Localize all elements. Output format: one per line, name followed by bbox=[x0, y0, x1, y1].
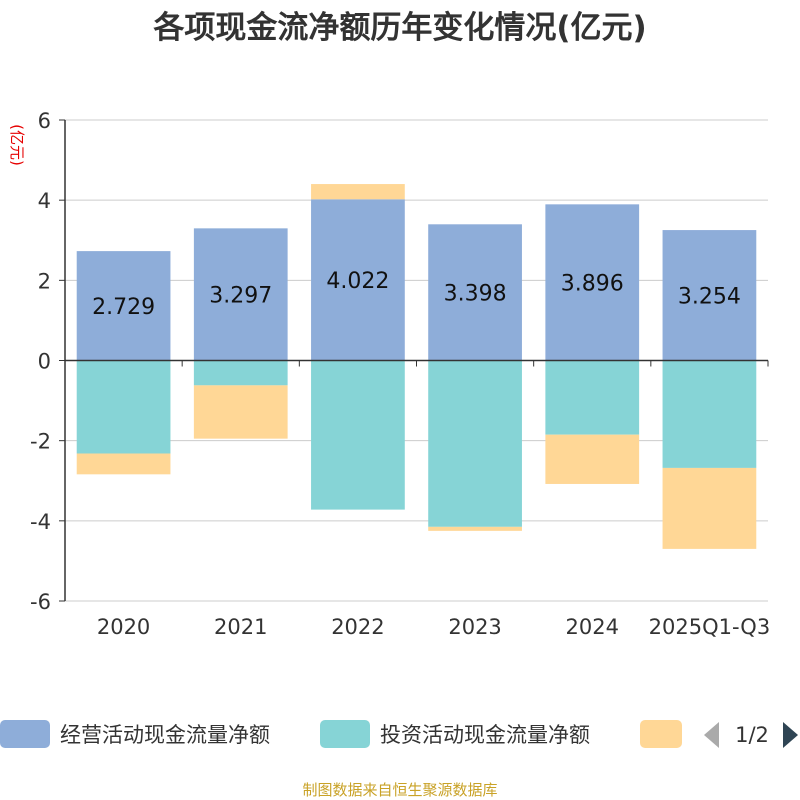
triangle-right-icon[interactable] bbox=[783, 722, 798, 748]
legend-label-operating[interactable]: 经营活动现金流量净额 bbox=[60, 723, 270, 747]
data-label-2020: 2.729 bbox=[92, 295, 155, 320]
data-label-2024: 3.896 bbox=[561, 271, 624, 296]
data-label-2025Q1-Q3: 3.254 bbox=[678, 284, 741, 309]
data-label-2022: 4.022 bbox=[326, 269, 389, 294]
x-tick-label-2023: 2023 bbox=[448, 615, 501, 639]
bar-s2-2022[interactable] bbox=[311, 184, 405, 200]
x-tick-label-2021: 2021 bbox=[214, 615, 267, 639]
legend-swatch-investing[interactable] bbox=[320, 720, 370, 748]
bar-s0-2022[interactable] bbox=[311, 199, 405, 361]
x-tick-label-2020: 2020 bbox=[97, 615, 150, 639]
bar-s2-2021[interactable] bbox=[193, 385, 288, 439]
bar-s0-2023[interactable] bbox=[428, 224, 522, 361]
bar-s1-2024[interactable] bbox=[545, 360, 640, 435]
bar-s0-2021[interactable] bbox=[193, 228, 288, 361]
data-labels: 2.729 3.297 4.022 3.398 3.896 3.254 bbox=[92, 269, 741, 320]
y-axis-unit-label: (亿元) bbox=[8, 124, 26, 166]
legend-swatch-operating[interactable] bbox=[0, 720, 50, 748]
triangle-left-icon[interactable] bbox=[704, 722, 719, 748]
legend-swatch-financing[interactable] bbox=[640, 720, 682, 748]
legend: 经营活动现金流量净额 投资活动现金流量净额 1/2 bbox=[0, 720, 798, 748]
bar-s1-2020[interactable] bbox=[76, 360, 171, 454]
y-tick-label-2: 2 bbox=[38, 269, 51, 293]
bar-s2-2020[interactable] bbox=[76, 453, 171, 475]
y-tick-label-4: -2 bbox=[30, 430, 51, 454]
y-tick-label-3: 0 bbox=[38, 350, 51, 374]
bar-s1-2021[interactable] bbox=[193, 360, 288, 386]
bar-s2-2025Q1-Q3[interactable] bbox=[662, 467, 757, 549]
bar-s0-2024[interactable] bbox=[545, 204, 640, 361]
x-tick-label-2025Q1-Q3: 2025Q1-Q3 bbox=[649, 615, 771, 639]
bar-s1-2023[interactable] bbox=[428, 360, 522, 527]
bar-s1-2025Q1-Q3[interactable] bbox=[662, 360, 757, 468]
data-label-2021: 3.297 bbox=[209, 283, 272, 308]
bar-s0-2020[interactable] bbox=[76, 251, 171, 361]
bar-s1-2022[interactable] bbox=[311, 360, 405, 510]
grid-lines bbox=[65, 119, 768, 602]
y-tick-label-0: 6 bbox=[38, 109, 51, 133]
bar-s2-2024[interactable] bbox=[545, 434, 640, 484]
bar-s0-2025Q1-Q3[interactable] bbox=[662, 230, 757, 361]
data-label-2023: 3.398 bbox=[444, 281, 507, 306]
data-source-note: 制图数据来自恒生聚源数据库 bbox=[302, 781, 497, 799]
axes: 6 4 2 0 -2 -4 -6 2020 2021 2022 2023 2024 2025Q1-Q3 bbox=[30, 109, 770, 639]
bars bbox=[76, 184, 757, 549]
chart-title: 各项现金流净额历年变化情况(亿元) bbox=[152, 10, 646, 46]
x-tick-label-2022: 2022 bbox=[331, 615, 384, 639]
legend-page-indicator: 1/2 bbox=[735, 723, 769, 747]
x-tick-label-2024: 2024 bbox=[566, 615, 619, 639]
bar-s2-2023[interactable] bbox=[428, 526, 522, 531]
y-tick-label-6: -6 bbox=[30, 590, 51, 614]
y-tick-label-1: 4 bbox=[38, 189, 51, 213]
y-tick-label-5: -4 bbox=[30, 510, 51, 534]
legend-label-investing[interactable]: 投资活动现金流量净额 bbox=[380, 723, 590, 747]
